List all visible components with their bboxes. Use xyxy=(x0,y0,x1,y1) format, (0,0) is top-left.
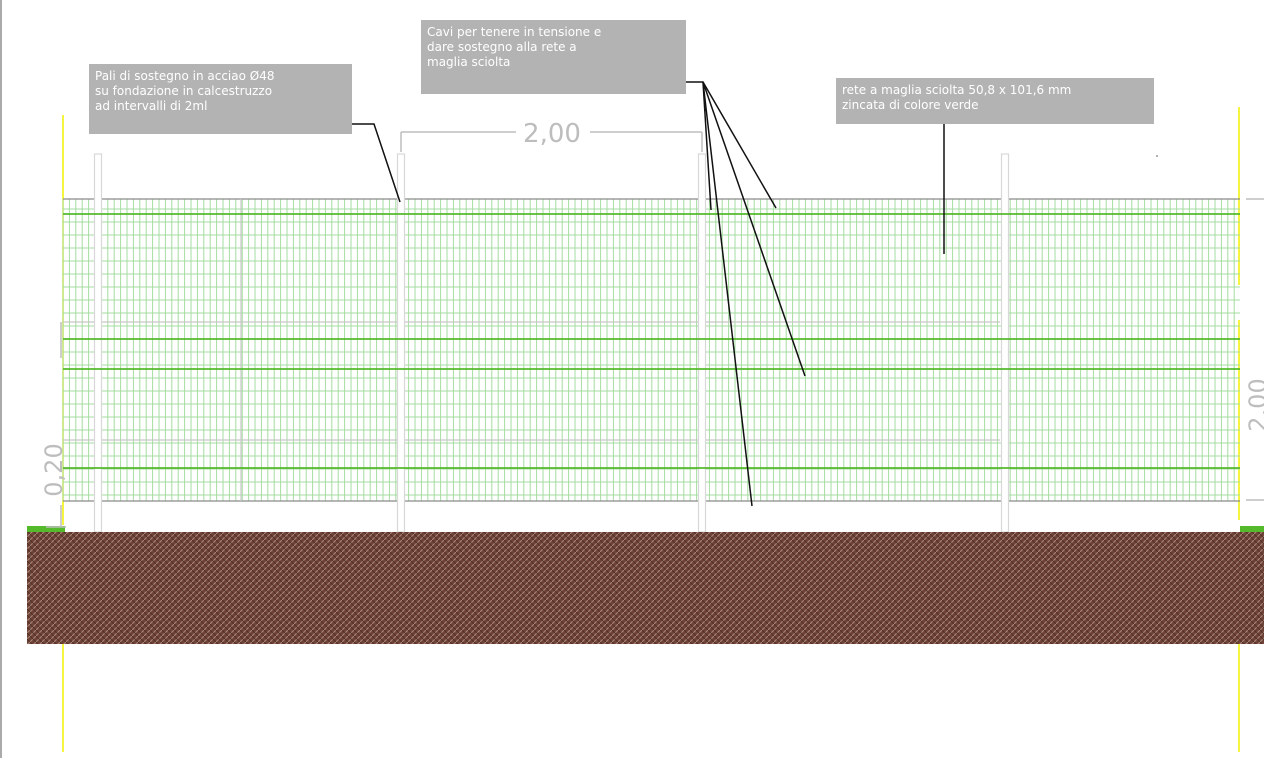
callout-cables: Cavi per tenere in tensione e dare soste… xyxy=(421,20,686,94)
dimension-footing-depth-label: 0,20 xyxy=(40,443,68,496)
steel-post xyxy=(396,153,406,533)
dimension-post-spacing xyxy=(400,131,703,152)
callout-posts: Pali di sostegno in acciao Ø48 su fondaz… xyxy=(89,64,352,134)
callout-mesh: rete a maglia sciolta 50,8 x 101,6 mm zi… xyxy=(836,78,1154,124)
stray-dot xyxy=(1156,155,1158,157)
ground-soil xyxy=(27,532,1264,644)
leader-posts xyxy=(352,123,401,203)
callout-posts-line-2: su fondazione in calcestruzzo xyxy=(95,84,273,98)
callout-posts-line-3: ad intervalli di 2ml xyxy=(95,99,208,113)
leader-cables-2 xyxy=(702,81,806,377)
dimension-footing-depth xyxy=(46,322,66,528)
dimension-fence-height xyxy=(1246,198,1264,501)
dimension-fence-height-label: 2,00 xyxy=(1244,378,1264,431)
dimension-post-spacing-label: 2,00 xyxy=(523,119,581,149)
tension-cables xyxy=(63,213,1240,469)
callout-mesh-line-1: rete a maglia sciolta 50,8 x 101,6 mm xyxy=(842,83,1072,97)
callout-cables-line-2: dare sostegno alla rete a xyxy=(427,40,577,54)
ground-grass-left xyxy=(27,526,65,532)
steel-post xyxy=(1000,153,1010,533)
callout-posts-line-1: Pali di sostegno in acciao Ø48 xyxy=(95,69,275,83)
callout-cables-line-3: maglia sciolta xyxy=(427,55,511,69)
callout-mesh-line-2: zincata di colore verde xyxy=(842,98,979,112)
leader-cables-4 xyxy=(702,81,712,211)
ground-grass-right xyxy=(1240,526,1264,532)
callout-cables-line-1: Cavi per tenere in tensione e xyxy=(427,25,602,39)
leader-cables-3 xyxy=(702,81,753,507)
leader-lines xyxy=(352,81,945,507)
steel-post xyxy=(697,153,707,533)
mesh-panel xyxy=(62,198,1240,502)
steel-post xyxy=(93,153,103,533)
steel-posts xyxy=(93,153,1010,533)
